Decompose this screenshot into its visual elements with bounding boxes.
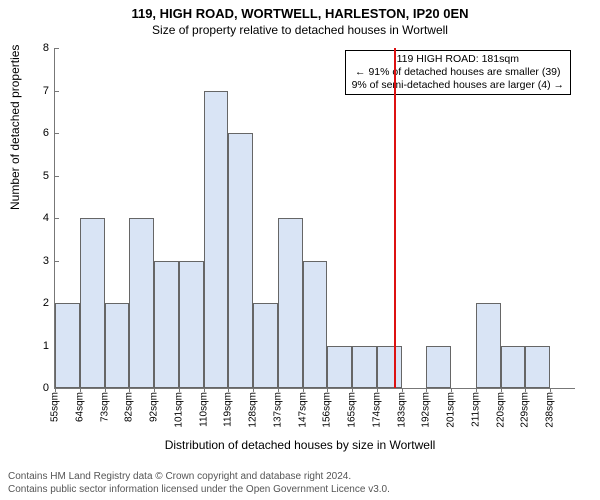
x-tick-label: 64sqm [74,388,85,432]
plot-area: 119 HIGH ROAD: 181sqm ← 91% of detached … [54,48,575,389]
histogram-bar [105,303,130,388]
x-tick-label: 156sqm [322,388,333,432]
annotation-line: 119 HIGH ROAD: 181sqm [352,53,564,66]
x-tick-label: 101sqm [173,388,184,432]
histogram-bar [55,303,80,388]
x-tick-label: 110sqm [198,388,209,432]
x-tick-label: 238sqm [545,388,556,432]
chart-subtitle: Size of property relative to detached ho… [0,21,600,37]
x-tick-label: 73sqm [99,388,110,432]
y-tick-label: 1 [25,340,55,352]
x-tick-label: 165sqm [347,388,358,432]
y-tick-label: 6 [25,127,55,139]
y-tick-label: 2 [25,297,55,309]
histogram-bar [204,91,229,389]
x-tick-label: 201sqm [446,388,457,432]
x-tick-label: 82sqm [124,388,135,432]
x-tick-label: 229sqm [520,388,531,432]
x-tick-label: 211sqm [470,388,481,432]
histogram-bar [253,303,278,388]
histogram-bar [129,218,154,388]
y-tick-label: 5 [25,170,55,182]
y-axis-label: Number of detached properties [8,45,22,210]
histogram-bar [179,261,204,389]
x-tick-label: 192sqm [421,388,432,432]
x-tick-label: 137sqm [272,388,283,432]
annotation-line: ← 91% of detached houses are smaller (39… [352,66,564,79]
x-axis-label: Distribution of detached houses by size … [0,438,600,452]
y-tick-label: 8 [25,42,55,54]
histogram-bar [80,218,105,388]
annotation-box: 119 HIGH ROAD: 181sqm ← 91% of detached … [345,50,571,95]
x-tick-label: 183sqm [396,388,407,432]
histogram-bar [154,261,179,389]
histogram-bar [377,346,402,389]
annotation-line: 9% of semi-detached houses are larger (4… [352,79,564,92]
histogram-bar [327,346,352,389]
x-tick-label: 174sqm [371,388,382,432]
y-tick-label: 7 [25,85,55,97]
histogram-bar [525,346,550,389]
x-tick-label: 128sqm [248,388,259,432]
x-tick-label: 147sqm [297,388,308,432]
footer-line: Contains public sector information licen… [8,484,390,497]
chart-title: 119, HIGH ROAD, WORTWELL, HARLESTON, IP2… [0,0,600,21]
chart-container: 119, HIGH ROAD, WORTWELL, HARLESTON, IP2… [0,0,600,500]
histogram-bar [303,261,328,389]
histogram-bar [476,303,501,388]
y-tick-label: 4 [25,212,55,224]
histogram-bar [228,133,253,388]
reference-line [394,48,396,388]
x-tick-label: 92sqm [149,388,160,432]
histogram-bar [426,346,451,389]
histogram-bar [278,218,303,388]
x-tick-label: 55sqm [50,388,61,432]
footer-text: Contains HM Land Registry data © Crown c… [8,471,390,496]
footer-line: Contains HM Land Registry data © Crown c… [8,471,390,484]
x-tick-label: 220sqm [495,388,506,432]
histogram-bar [501,346,526,389]
histogram-bar [352,346,377,389]
x-tick-label: 119sqm [223,388,234,432]
y-tick-label: 3 [25,255,55,267]
